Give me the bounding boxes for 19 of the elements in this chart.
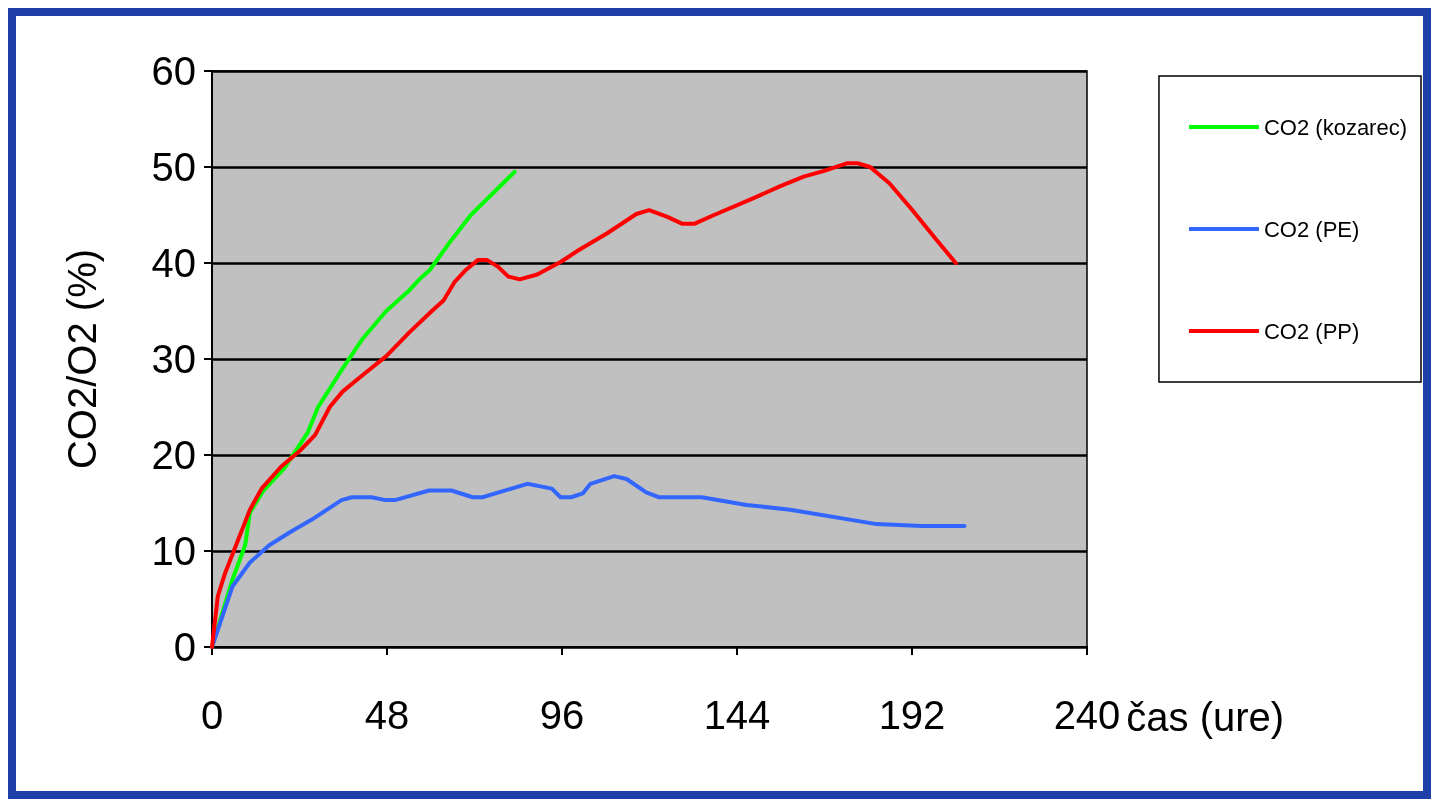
y-tick-label: 10 bbox=[151, 529, 196, 573]
legend-label: CO2 (PE) bbox=[1263, 216, 1360, 242]
x-axis-title: čas (ure) bbox=[1126, 695, 1285, 739]
y-tick-label: 0 bbox=[173, 625, 196, 669]
y-tick-label: 40 bbox=[151, 241, 196, 285]
y-tick-label: 60 bbox=[151, 49, 196, 93]
legend-label: CO2 (PP) bbox=[1263, 318, 1360, 344]
x-tick-label: 0 bbox=[200, 693, 224, 737]
line-series bbox=[210, 161, 958, 649]
y-tick-label: 30 bbox=[151, 337, 196, 381]
x-tick-label: 48 bbox=[364, 693, 410, 737]
x-tick-label: 144 bbox=[703, 693, 771, 737]
y-axis-title: CO2/O2 (%) bbox=[60, 248, 104, 470]
x-tick-label: 192 bbox=[878, 693, 946, 737]
x-tick-label: 96 bbox=[539, 693, 585, 737]
y-tick-label: 50 bbox=[151, 145, 196, 189]
x-tick-label: 240 bbox=[1053, 693, 1121, 737]
y-tick-label: 20 bbox=[151, 433, 196, 477]
legend-label: CO2 (kozarec) bbox=[1263, 114, 1408, 140]
